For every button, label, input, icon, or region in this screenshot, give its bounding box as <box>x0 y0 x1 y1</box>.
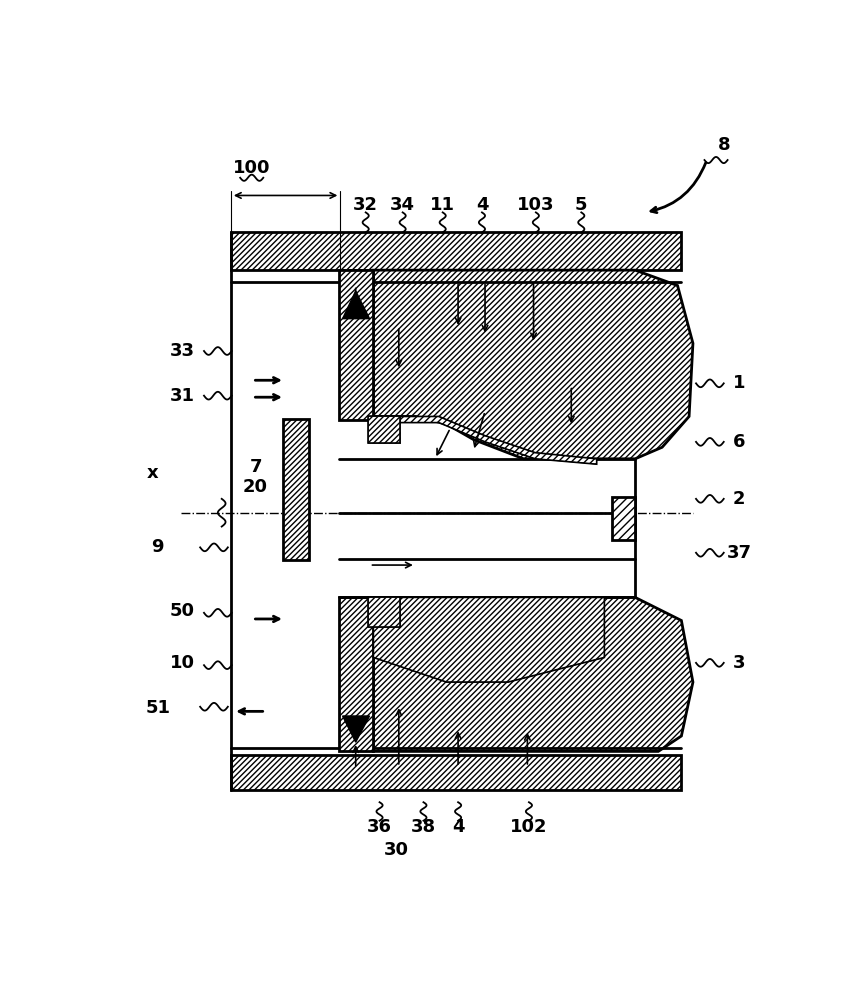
Text: 32: 32 <box>353 196 378 214</box>
Text: 30: 30 <box>383 841 408 859</box>
Text: 6: 6 <box>732 433 744 451</box>
Text: 100: 100 <box>233 159 270 177</box>
Text: 9: 9 <box>151 538 164 556</box>
Text: 50: 50 <box>170 602 195 620</box>
Text: 103: 103 <box>517 196 554 214</box>
Polygon shape <box>373 597 692 751</box>
Text: 5: 5 <box>575 196 587 214</box>
Polygon shape <box>230 232 680 270</box>
Polygon shape <box>230 755 680 790</box>
Text: 11: 11 <box>430 196 455 214</box>
Text: 36: 36 <box>366 818 392 836</box>
Polygon shape <box>373 270 692 459</box>
Polygon shape <box>611 497 635 540</box>
Text: 1: 1 <box>732 374 744 392</box>
Text: 34: 34 <box>390 196 414 214</box>
Polygon shape <box>342 716 369 742</box>
Text: 8: 8 <box>717 136 729 154</box>
Text: 20: 20 <box>243 478 268 496</box>
Polygon shape <box>342 291 369 319</box>
Text: 37: 37 <box>726 544 751 562</box>
Polygon shape <box>396 416 596 464</box>
Polygon shape <box>283 419 309 560</box>
Text: 4: 4 <box>452 818 464 836</box>
Text: x: x <box>146 464 158 482</box>
Polygon shape <box>373 597 603 682</box>
Text: 7: 7 <box>249 458 262 476</box>
Text: 51: 51 <box>145 699 170 717</box>
Text: 3: 3 <box>732 654 744 672</box>
Polygon shape <box>368 416 400 443</box>
Polygon shape <box>338 270 373 420</box>
Text: 2: 2 <box>732 490 744 508</box>
Text: 38: 38 <box>410 818 436 836</box>
Polygon shape <box>368 597 400 627</box>
Text: 31: 31 <box>170 387 195 405</box>
Text: 4: 4 <box>475 196 488 214</box>
Text: 10: 10 <box>170 654 195 672</box>
Text: 102: 102 <box>510 818 547 836</box>
Text: 33: 33 <box>170 342 195 360</box>
Polygon shape <box>338 597 373 751</box>
